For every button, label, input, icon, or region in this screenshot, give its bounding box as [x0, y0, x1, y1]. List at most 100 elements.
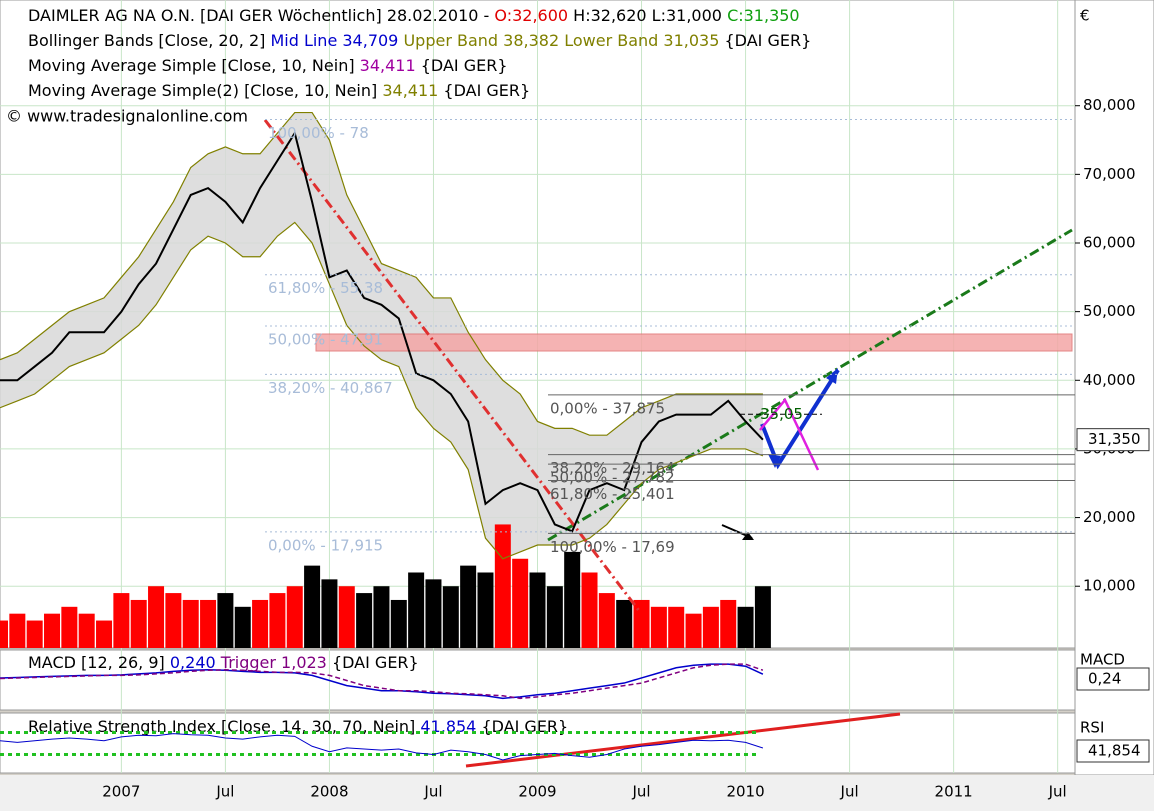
arrow-head: [768, 454, 781, 468]
volume-bar: [754, 586, 771, 648]
series-line: [0, 130, 764, 533]
arrow: [760, 368, 840, 470]
x-tick-label: 2008: [310, 783, 348, 801]
x-tick-label: 2009: [518, 783, 556, 801]
volume-bar: [720, 599, 737, 648]
last-price-box: [1076, 428, 1150, 452]
volume-bar: [9, 613, 26, 648]
volume-bar: [408, 572, 425, 648]
fib-label: 61,80% - 55,38: [268, 279, 383, 297]
volume-bar: [286, 586, 303, 648]
series-line: [0, 111, 763, 436]
indicator-value: Upper Band 38,382 Lower Band 31,035: [403, 31, 719, 50]
macd-last: 0,24: [1088, 670, 1121, 688]
volume-bar: [44, 613, 61, 648]
x-tick-label: Jul: [840, 783, 859, 801]
volume-bar: [234, 606, 251, 648]
volume-bar: [546, 586, 563, 648]
macd-header: MACD [12, 26, 9] 0,240 Trigger 1,023 {DA…: [28, 653, 419, 672]
legend: DAIMLER AG NA O.N. [DAI GER Wöchentlich]…: [6, 6, 811, 736]
indicator-value: 0,240: [170, 653, 216, 672]
indicator-value: Mid Line 34,709: [270, 31, 398, 50]
symbol: {DAI GER}: [443, 81, 530, 100]
arrow-head: [742, 532, 754, 540]
x-tick-label: 2011: [935, 783, 973, 801]
header-line: Moving Average Simple(2) [Close, 10, Nei…: [28, 81, 530, 100]
x-tick-label: Jul: [423, 783, 442, 801]
volume-bar: [477, 572, 494, 648]
macd-last-box: [1076, 667, 1150, 691]
indicator: Moving Average Simple [Close, 10, Nein]: [28, 56, 355, 75]
x-tick-label: Jul: [631, 783, 650, 801]
volume-bar: [702, 606, 719, 648]
x-tick-label: Jul: [215, 783, 234, 801]
low: L:31,000: [652, 6, 722, 25]
volume-bar: [512, 558, 529, 648]
rsi-last: 41,854: [1088, 742, 1141, 760]
y-tick-label: 80,000: [1083, 96, 1136, 114]
header-line: Moving Average Simple [Close, 10, Nein] …: [28, 56, 508, 75]
y-tick-label: 10,000: [1083, 577, 1136, 595]
indicator: Relative Strength Index [Close, 14, 30, …: [28, 717, 415, 736]
price-mark-label: 35,05: [760, 405, 803, 423]
volume-bar: [304, 565, 321, 648]
currency: €: [1080, 7, 1090, 25]
volume-bar: [338, 586, 355, 648]
macd-axis-label: MACD: [1080, 651, 1125, 669]
volume-bar: [217, 593, 234, 648]
volume-bar: [581, 572, 598, 648]
volume-bar: [130, 599, 147, 648]
indicator-value: Trigger 1,023: [220, 653, 327, 672]
rsi-trend-line: [465, 712, 901, 768]
indicator: Bollinger Bands [Close, 20, 2]: [28, 31, 265, 50]
rsi-line: [0, 733, 764, 761]
volume-bar: [390, 599, 407, 648]
fib-label: 100,00% - 17,69: [550, 538, 675, 556]
trend-line: [547, 228, 1073, 542]
volume-bar: [113, 593, 130, 648]
y-tick-label: 40,000: [1083, 371, 1136, 389]
y-tick-label: 60,000: [1083, 234, 1136, 252]
fib-label: 0,00% - 17,915: [268, 536, 383, 554]
volume-bar: [442, 586, 459, 648]
macd-line: [0, 663, 764, 700]
x-tick-label: 2007: [102, 783, 140, 801]
trend-line: [263, 119, 642, 613]
indicator-value: 34,411: [360, 56, 416, 75]
rsi-last-box: [1076, 739, 1150, 763]
volume-bar: [78, 613, 95, 648]
rsi-header: Relative Strength Index [Close, 14, 30, …: [28, 717, 568, 736]
volume-bar: [564, 551, 581, 648]
volume-bar: [529, 572, 546, 648]
volume-bar: [460, 565, 477, 648]
symbol: {DAI GER}: [481, 717, 568, 736]
volume-bar: [685, 613, 702, 648]
rsi-axis-label: RSI: [1080, 719, 1104, 737]
volume-bar: [425, 579, 442, 648]
volume-bar: [269, 593, 286, 648]
close: C:31,350: [727, 6, 800, 25]
volume-bar: [616, 599, 633, 648]
header-line: Bollinger Bands [Close, 20, 2] Mid Line …: [28, 31, 811, 50]
fib-label: 0,00% - 37,875: [550, 399, 665, 417]
right-axis: [1074, 0, 1154, 776]
y-tick-label: 70,000: [1083, 165, 1136, 183]
volume-bar: [165, 593, 182, 648]
fib-label: 38,20% - 40,867: [268, 379, 393, 397]
y-tick-label: 50,000: [1083, 302, 1136, 320]
symbol: {DAI GER}: [421, 56, 508, 75]
x-tick-label: Jul: [1048, 783, 1067, 801]
volume-bar: [182, 599, 199, 648]
indicator: MACD [12, 26, 9]: [28, 653, 165, 672]
volume-bar: [148, 586, 165, 648]
fib-label: 61,80% - 25,401: [550, 485, 675, 503]
high: H:32,620: [573, 6, 646, 25]
volume-bar: [96, 620, 113, 648]
volume-bar: [61, 606, 78, 648]
volume-bar: [494, 524, 511, 648]
volume-bar: [373, 586, 390, 648]
volume-bar: [737, 606, 754, 648]
volume-bar: [321, 579, 338, 648]
volume-bar: [668, 606, 685, 648]
